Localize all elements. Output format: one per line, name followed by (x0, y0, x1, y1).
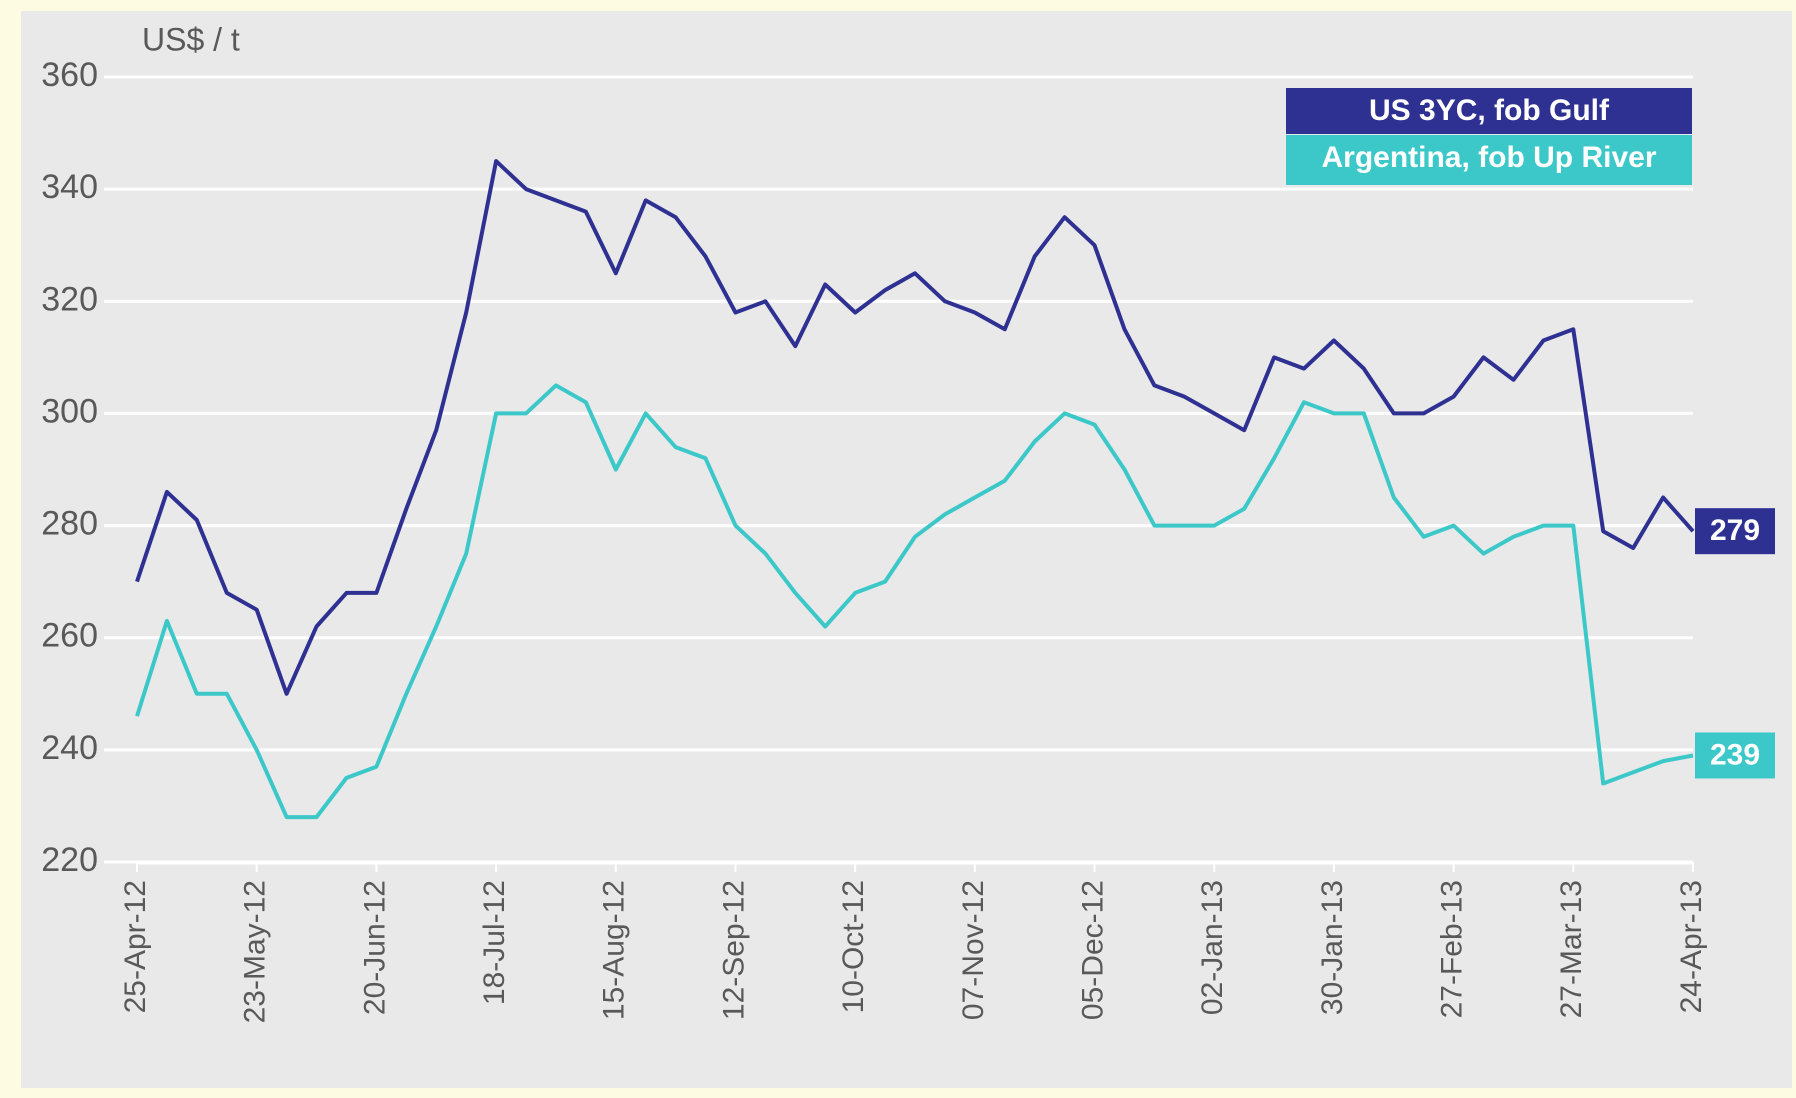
y-tick-label: 360 (41, 56, 98, 94)
series-line (135, 159, 1695, 696)
legend-label: Argentina, fob Up River (1321, 141, 1656, 174)
series-line (135, 383, 1694, 820)
end-label: 279 (1710, 514, 1760, 547)
x-tick-label: 27-Mar-13 (1555, 880, 1588, 1018)
legend-box (1286, 88, 1692, 134)
y-tick-label: 260 (41, 617, 98, 655)
x-tick-label: 02-Jan-13 (1196, 880, 1229, 1015)
end-label-box (1695, 508, 1775, 555)
x-tick-label: 05-Dec-12 (1076, 880, 1109, 1020)
legend-box (1286, 135, 1692, 185)
y-tick-label: 280 (41, 505, 98, 543)
x-tick-label: 27-Feb-13 (1436, 880, 1469, 1018)
x-tick-label: 30-Jan-13 (1316, 880, 1349, 1015)
x-tick-label: 25-Apr-12 (119, 880, 152, 1013)
x-tick-label: 20-Jun-12 (358, 880, 391, 1015)
y-tick-label: 320 (41, 280, 98, 318)
y-tick-label: 300 (41, 392, 98, 430)
x-tick-label: 23-May-12 (239, 880, 272, 1023)
y-axis-label: US$ / t (142, 21, 240, 57)
x-tick-label: 07-Nov-12 (957, 880, 990, 1020)
end-label-box (1695, 732, 1775, 779)
end-label: 239 (1710, 738, 1760, 771)
x-tick-label: 18-Jul-12 (478, 880, 511, 1005)
x-tick-label: 15-Aug-12 (598, 880, 631, 1020)
y-tick-label: 340 (41, 168, 98, 206)
y-tick-label: 240 (41, 729, 98, 767)
y-tick-label: 220 (41, 841, 98, 879)
x-tick-label: 24-Apr-13 (1675, 880, 1708, 1013)
x-tick-label: 12-Sep-12 (717, 880, 750, 1020)
legend-label: US 3YC, fob Gulf (1369, 94, 1610, 127)
x-tick-label: 10-Oct-12 (837, 880, 870, 1013)
